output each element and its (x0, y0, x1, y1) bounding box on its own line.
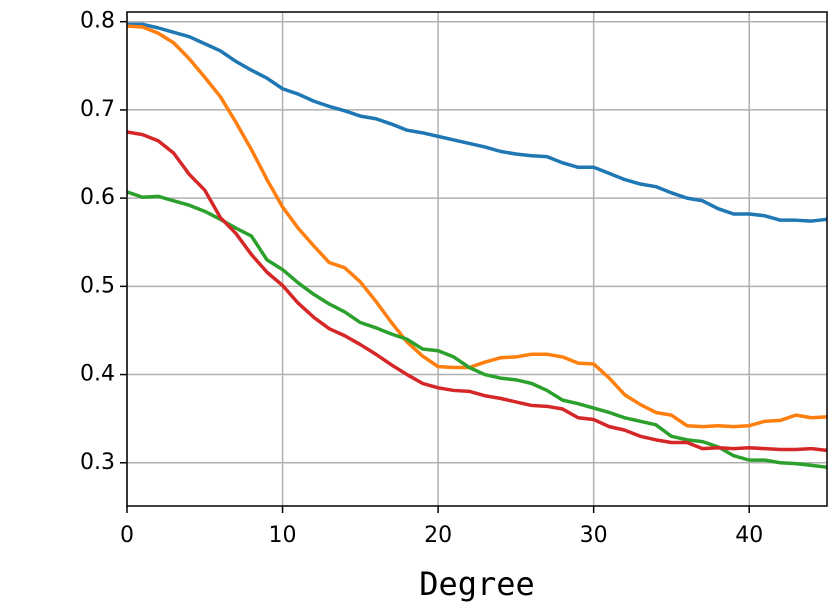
y-tick-label: 0.4 (80, 362, 115, 387)
x-tick-label: 40 (735, 523, 763, 548)
y-tick-label: 0.6 (80, 185, 115, 210)
y-tick-label: 0.5 (80, 273, 115, 298)
x-tick-label: 30 (580, 523, 608, 548)
x-tick-label: 10 (269, 523, 297, 548)
x-axis-label: Degree (419, 565, 535, 603)
x-tick-label: 0 (120, 523, 134, 548)
x-tick-label: 20 (424, 523, 452, 548)
y-tick-label: 0.7 (80, 97, 115, 122)
line-series (126, 190, 828, 469)
plot-frame (126, 11, 828, 507)
y-tick-label: 0.3 (80, 450, 115, 475)
y-tick-label: 0.8 (80, 9, 115, 34)
line-series (126, 130, 828, 453)
line-series (127, 22, 828, 223)
line-series (126, 24, 828, 429)
